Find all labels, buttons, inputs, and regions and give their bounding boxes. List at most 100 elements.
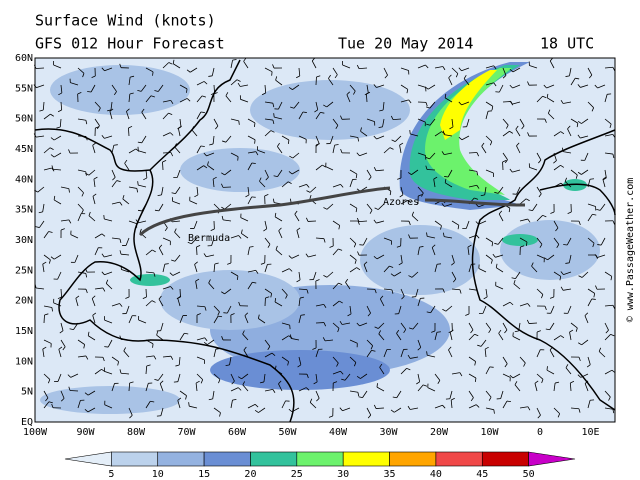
barb	[230, 400, 233, 409]
barb-flag	[545, 328, 550, 331]
barb	[162, 112, 169, 120]
barb-flag	[215, 348, 220, 350]
barb-flag	[577, 84, 581, 88]
barb-flag	[490, 259, 493, 264]
barb-flag	[151, 249, 156, 253]
barb-flag	[209, 143, 214, 146]
barb-flag	[509, 130, 514, 134]
barb-flag	[367, 414, 372, 419]
barb	[206, 254, 215, 258]
barb-flag	[146, 364, 151, 367]
barb	[411, 271, 419, 278]
barb	[482, 305, 487, 314]
barb	[604, 369, 613, 375]
barb-flag	[448, 346, 452, 351]
barb-flag	[355, 208, 358, 213]
barb-flag	[252, 281, 257, 284]
barb	[349, 267, 357, 273]
barb-flag	[560, 182, 565, 187]
barb-flag	[374, 207, 379, 210]
barb	[264, 118, 273, 121]
lon-label: 70W	[177, 427, 196, 438]
barb-flag	[396, 329, 400, 334]
barb	[584, 152, 589, 161]
barb	[553, 237, 560, 245]
barb	[264, 388, 273, 392]
barb	[88, 335, 96, 341]
barb-flag	[475, 203, 479, 208]
barb-flag	[521, 125, 525, 130]
barb-flag	[602, 176, 607, 180]
barb	[400, 322, 407, 330]
barb-flag	[523, 362, 526, 367]
barb	[230, 235, 239, 239]
barb	[587, 101, 594, 108]
barb-flag	[53, 195, 56, 200]
barb-flag	[513, 279, 516, 284]
subtitle: GFS 012 Hour Forecast	[35, 35, 225, 53]
barb-flag	[407, 172, 412, 175]
barb	[332, 145, 336, 154]
barb-flag	[407, 405, 411, 410]
barb-flag	[502, 75, 507, 79]
barb	[196, 186, 199, 195]
barb	[230, 373, 235, 382]
barb-flag	[188, 402, 190, 407]
barb	[162, 264, 166, 273]
wind-barbs	[33, 57, 616, 419]
barb-flag	[481, 142, 485, 147]
barb-flag	[333, 381, 338, 384]
barb	[434, 404, 443, 409]
barb-flag	[130, 75, 135, 78]
barb-flag	[459, 372, 463, 377]
barb-flag	[564, 177, 567, 182]
barb-flag	[154, 379, 159, 381]
barb-flag	[374, 326, 379, 329]
barb	[468, 404, 477, 409]
barb-flag	[39, 109, 44, 112]
barb	[430, 305, 436, 313]
barb-flag	[323, 238, 326, 243]
barb-flag	[592, 213, 597, 216]
barb	[429, 118, 436, 126]
barb	[162, 355, 171, 358]
barb-flag	[442, 288, 445, 293]
barb-flag	[493, 409, 495, 414]
barb	[417, 247, 420, 256]
barb-flag	[221, 215, 224, 220]
barb	[77, 169, 86, 173]
barb-flag	[586, 364, 591, 368]
barb-flag	[373, 135, 377, 140]
barb-flag	[353, 243, 357, 248]
barb	[383, 67, 388, 76]
barb	[602, 179, 606, 188]
barb-flag	[175, 364, 180, 367]
barb	[145, 95, 152, 103]
lon-label: 100W	[23, 427, 48, 438]
barb	[244, 315, 249, 324]
barb-flag	[592, 243, 595, 248]
barb-flag	[368, 176, 372, 181]
barb-flag	[595, 285, 598, 290]
barb-flag	[208, 75, 213, 77]
barb	[468, 390, 474, 398]
barb-flag	[509, 100, 513, 105]
barb	[536, 288, 544, 295]
barb-flag	[153, 355, 157, 360]
barb-flag	[538, 159, 542, 164]
barb	[247, 162, 253, 171]
barb-flag	[463, 75, 467, 79]
barb-flag	[403, 329, 407, 334]
barb	[342, 322, 351, 325]
barb	[311, 60, 317, 69]
barb-flag	[309, 194, 312, 200]
barb	[382, 101, 385, 110]
barb	[567, 128, 572, 137]
barb	[378, 333, 385, 341]
barb-flag	[67, 374, 72, 378]
barb	[247, 118, 256, 124]
barb-flag	[272, 64, 275, 69]
barb-flag	[186, 69, 191, 73]
colorbar-label: 20	[244, 469, 256, 480]
barb	[468, 264, 472, 273]
